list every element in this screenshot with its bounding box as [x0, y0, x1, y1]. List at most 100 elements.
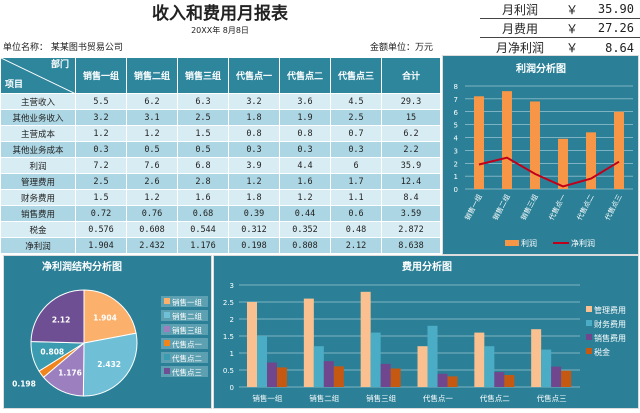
table-cell: 0.608 — [126, 221, 178, 238]
profit-bar — [502, 91, 512, 189]
table-cell: 5.5 — [75, 93, 127, 110]
y-tick-label: 0 — [454, 186, 458, 194]
table-cell: 8.638 — [381, 237, 441, 254]
profit-bar — [614, 111, 624, 189]
column-header: 销售一组 — [75, 57, 127, 94]
summary-profit: 月利润 ￥ 35.90 — [480, 0, 640, 19]
table-cell: 1.2 — [126, 125, 178, 142]
summary-value: 27.26 — [597, 21, 634, 35]
expense-bar — [474, 332, 485, 387]
expense-bar — [551, 366, 562, 387]
currency-symbol: ￥ — [565, 2, 578, 17]
x-tick-label: 代售点三 — [603, 193, 624, 222]
pie-slice — [83, 289, 137, 344]
table-cell: 2.872 — [381, 221, 441, 238]
table-cell: 0.76 — [126, 205, 178, 222]
table-cell: 3.1 — [126, 109, 178, 126]
y-tick-label: 2 — [230, 316, 234, 324]
legend-item-bg — [161, 296, 208, 307]
legend-item-bg — [161, 352, 208, 363]
summary-label: 月费用 — [501, 21, 538, 36]
chart-title: 利润分析图 — [516, 62, 566, 75]
legend-item-bg — [161, 324, 208, 335]
legend-swatch — [164, 368, 170, 374]
table-cell: 1.2 — [126, 189, 178, 206]
pie-data-label: 1.176 — [58, 369, 82, 378]
table-cell: 6 — [330, 157, 382, 174]
x-tick-label: 销售二组 — [309, 393, 339, 403]
table-cell: 0.808 — [279, 237, 331, 254]
y-tick-label: 3 — [230, 282, 234, 290]
row-label: 财务费用 — [0, 189, 76, 206]
legend-item-bg — [161, 366, 208, 377]
legend-swatch — [164, 298, 170, 304]
summary-expense: 月费用 ￥ 27.26 — [480, 19, 640, 38]
table-cell: 1.9 — [279, 109, 331, 126]
table-cell: 1.1 — [330, 189, 382, 206]
pie-data-label: 2.12 — [52, 315, 71, 324]
table-cell: 0.39 — [228, 205, 280, 222]
table-cell: 1.8 — [228, 109, 280, 126]
table-cell: 3.2 — [75, 109, 127, 126]
table-cell: 2.6 — [126, 173, 178, 190]
legend-swatch — [586, 320, 592, 326]
expense-bar — [277, 367, 287, 387]
legend-label: 管理费用 — [594, 305, 626, 315]
column-header: 销售二组 — [126, 57, 178, 94]
table-header-row: 部门 项目 销售一组 销售二组 销售三组 代售点一 代售点二 代售点三 合计 — [0, 57, 441, 94]
x-tick-label: 销售一组 — [463, 193, 484, 222]
expense-bar — [494, 372, 505, 387]
report-date: 20XX年 8月8日 — [191, 26, 249, 35]
table-cell: 2.2 — [381, 141, 441, 158]
column-header: 代售点二 — [279, 57, 331, 94]
pie-data-label: 0.808 — [40, 348, 64, 357]
row-label: 销售费用 — [0, 205, 76, 222]
pie-data-label: 2.432 — [97, 360, 121, 369]
legend-swatch-profit — [505, 240, 519, 246]
corner-dept: 部门 — [50, 60, 69, 70]
table-cell: 7.6 — [126, 157, 178, 174]
expense-chart: 费用分析图 0 0.5 1 1.5 2 2.5 3 销售一组 销售二组 销售三组 代售点一 代售点二 代售… — [223, 260, 626, 403]
expense-bar — [370, 332, 381, 387]
summary-value: 35.90 — [597, 2, 634, 16]
table-cell: 3.9 — [228, 157, 280, 174]
expense-bar — [323, 361, 334, 387]
table-cell: 1.2 — [279, 189, 331, 206]
y-tick-label: 4 — [454, 135, 459, 143]
summary-box: 月利润 ￥ 35.90 月费用 ￥ 27.26 月净利润 ￥ 8.64 — [480, 0, 640, 57]
table-cell: 1.6 — [177, 189, 229, 206]
pie-slice — [82, 332, 138, 397]
y-tick-label: 7 — [454, 96, 458, 104]
company-name: 单位名称： 某某图书贸易公司 — [3, 43, 123, 53]
table-cell: 4.5 — [330, 93, 382, 110]
table-cell: 7.2 — [75, 157, 127, 174]
table-cell: 0.198 — [228, 237, 280, 254]
net-profit-pie-chart: 净利润结构分析图 1.904 2.432 1.176 0.198 0.808 2.12 销售一… — [12, 260, 208, 397]
column-header: 代售点三 — [330, 57, 382, 94]
amount-unit: 金额单位：万元 — [370, 43, 434, 53]
table-cell: 0.7 — [330, 125, 382, 142]
legend-label: 销售三组 — [172, 325, 202, 335]
table-cell: 0.72 — [75, 205, 127, 222]
table-cell: 1.176 — [177, 237, 229, 254]
row-label: 净利润 — [0, 237, 76, 254]
expense-bar — [417, 346, 428, 387]
table-cell: 1.7 — [330, 173, 382, 190]
table-cell: 29.3 — [381, 93, 441, 110]
legend-swatch — [586, 306, 592, 312]
report-table: 部门 项目 销售一组 销售二组 销售三组 代售点一 代售点二 代售点三 合计 主营收入 5.5… — [0, 57, 441, 254]
table-cell: 0.5 — [177, 141, 229, 158]
legend-label: 销售费用 — [594, 333, 626, 343]
table-cell: 8.4 — [381, 189, 441, 206]
table-cell: 0.312 — [228, 221, 280, 238]
table-row: 利润 7.2 7.6 6.8 3.9 4.4 6 35.9 — [0, 157, 441, 174]
chart-title: 净利润结构分析图 — [42, 260, 122, 273]
table-cell: 2.5 — [330, 109, 382, 126]
summary-label: 月利润 — [501, 2, 538, 17]
corner-header: 部门 项目 — [0, 57, 76, 94]
table-cell: 0.44 — [279, 205, 331, 222]
table-row: 净利润 1.904 2.432 1.176 0.198 0.808 2.12 8.638 — [0, 237, 441, 254]
table-row: 其他业务收入 3.2 3.1 2.5 1.8 1.9 2.5 15 — [0, 109, 441, 126]
row-label: 其他业务收入 — [0, 109, 76, 126]
x-tick-label: 代售点一 — [547, 193, 568, 222]
